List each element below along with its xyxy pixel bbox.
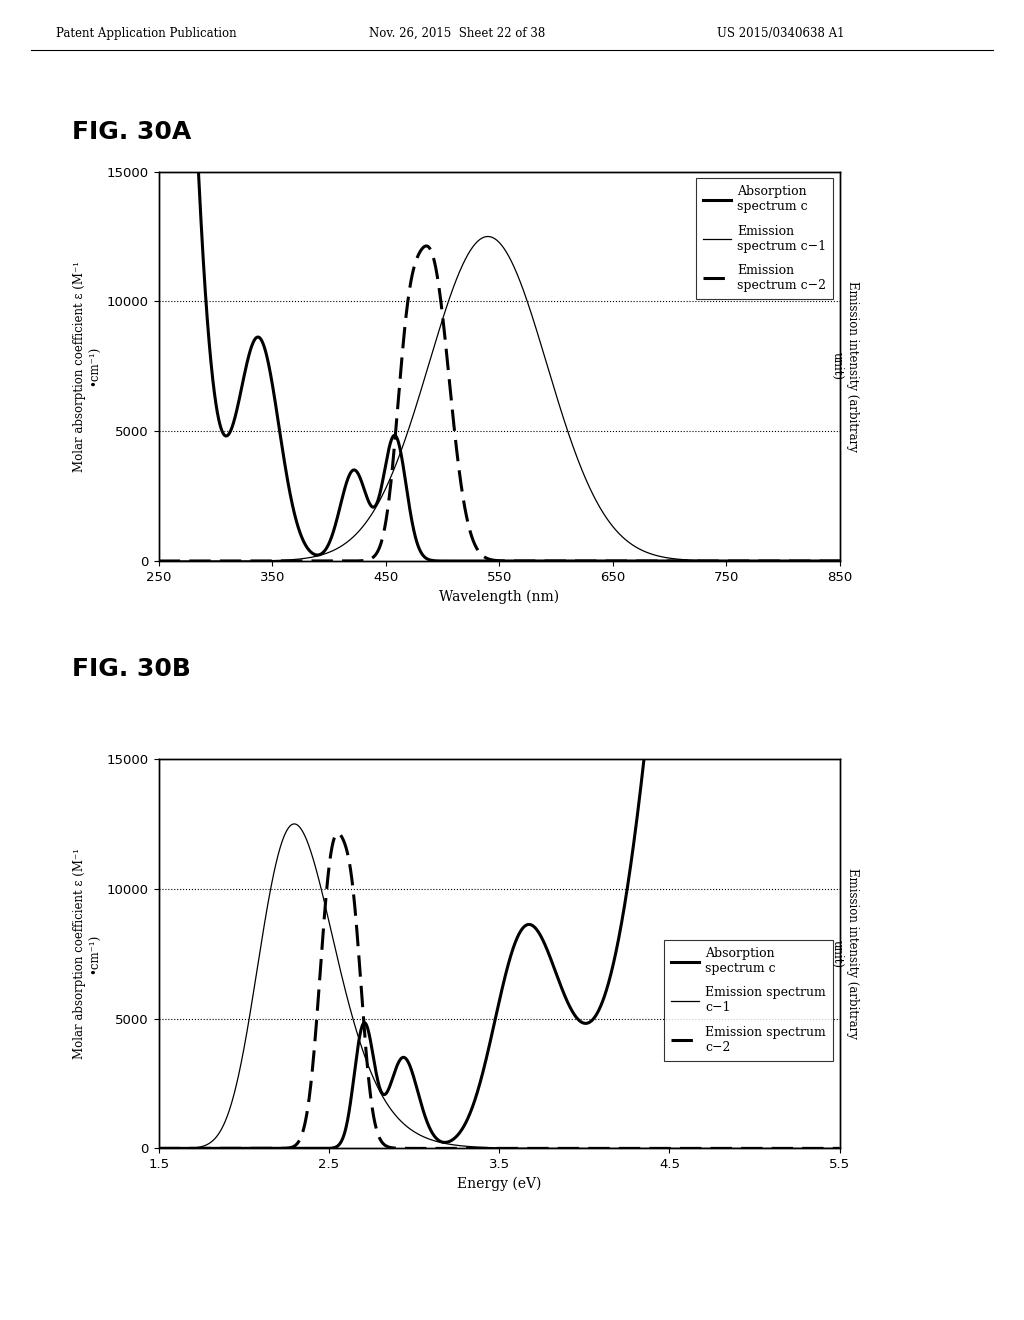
X-axis label: Wavelength (nm): Wavelength (nm)	[439, 589, 559, 603]
Text: FIG. 30B: FIG. 30B	[72, 657, 190, 681]
Text: US 2015/0340638 A1: US 2015/0340638 A1	[717, 26, 845, 40]
Text: Patent Application Publication: Patent Application Publication	[56, 26, 237, 40]
Y-axis label: Molar absorption coefficient ε (M⁻¹
•cm⁻¹): Molar absorption coefficient ε (M⁻¹ •cm⁻…	[74, 849, 101, 1059]
Y-axis label: Emission intensity (arbitrary
unit): Emission intensity (arbitrary unit)	[831, 281, 859, 451]
Y-axis label: Emission intensity (arbitrary
unit): Emission intensity (arbitrary unit)	[831, 869, 859, 1039]
X-axis label: Energy (eV): Energy (eV)	[457, 1176, 542, 1191]
Text: FIG. 30A: FIG. 30A	[72, 120, 190, 144]
Y-axis label: Molar absorption coefficient ε (M⁻¹
•cm⁻¹): Molar absorption coefficient ε (M⁻¹ •cm⁻…	[74, 261, 101, 471]
Legend: Absorption
spectrum c, Emission
spectrum c−1, Emission
spectrum c−2: Absorption spectrum c, Emission spectrum…	[695, 178, 834, 300]
Text: Nov. 26, 2015  Sheet 22 of 38: Nov. 26, 2015 Sheet 22 of 38	[369, 26, 545, 40]
Legend: Absorption
spectrum c, Emission spectrum
c−1, Emission spectrum
c−2: Absorption spectrum c, Emission spectrum…	[664, 940, 834, 1061]
